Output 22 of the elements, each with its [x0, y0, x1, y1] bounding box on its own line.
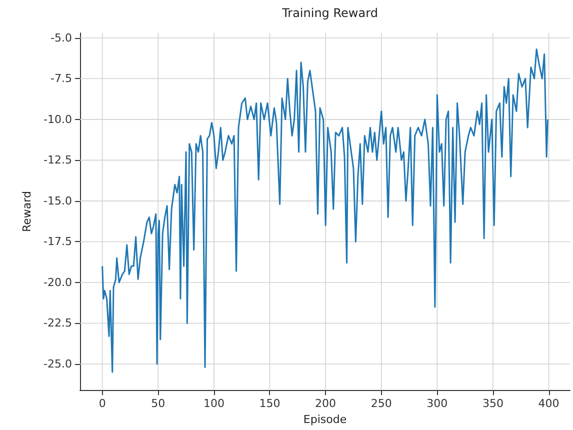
x-tick-label: 350	[482, 397, 504, 410]
x-tick-label: 250	[370, 397, 392, 410]
x-tick-label: 150	[259, 397, 280, 410]
x-tick-label: 0	[98, 397, 106, 410]
x-axis-title: Episode	[303, 413, 347, 426]
y-tick-label: -25.0	[44, 358, 72, 371]
x-tick-label: 50	[151, 397, 166, 410]
line-series	[102, 48, 548, 373]
y-tick-label: -10.0	[44, 112, 72, 126]
x-tick-label: 300	[426, 397, 448, 410]
x-tick-label: 200	[315, 397, 336, 410]
y-tick-label: -7.5	[50, 72, 72, 86]
y-tick-label: -17.5	[44, 235, 72, 248]
y-tick-label: -15.0	[44, 194, 72, 208]
chart-title: Training Reward	[281, 6, 378, 20]
y-tick-label: -5.0	[50, 31, 72, 44]
x-tick-label: 100	[203, 397, 224, 410]
y-tick-label: -22.5	[44, 316, 72, 330]
y-axis-title: Reward	[20, 191, 34, 232]
x-tick-label: 400	[538, 397, 560, 410]
y-tick-label: -12.5	[44, 154, 72, 167]
y-tick-label: -20.0	[44, 276, 72, 289]
